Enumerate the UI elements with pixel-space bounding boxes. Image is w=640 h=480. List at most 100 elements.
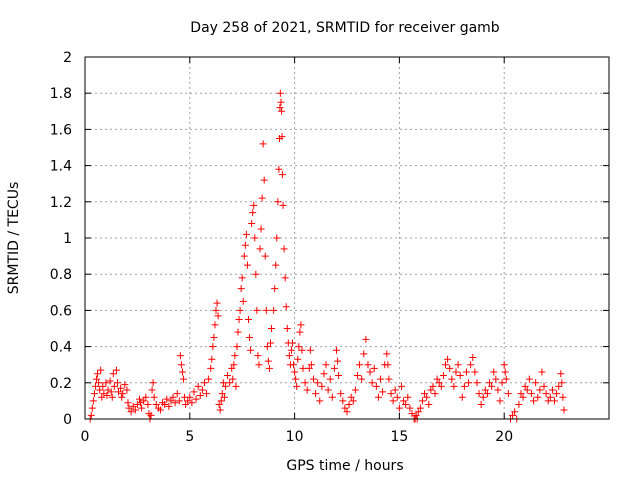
data-point — [106, 377, 114, 385]
data-point — [279, 201, 287, 209]
data-point — [203, 390, 211, 398]
data-point — [341, 404, 349, 412]
data-point — [118, 393, 126, 401]
data-point — [124, 399, 132, 407]
data-point — [519, 393, 527, 401]
data-point — [548, 386, 556, 394]
data-point — [414, 408, 422, 416]
data-point — [542, 390, 550, 398]
data-point — [322, 361, 330, 369]
y-tick-labels: 0 0.2 0.4 0.6 0.8 1 1.2 1.4 1.6 1.8 2 — [50, 50, 72, 428]
data-point — [93, 375, 101, 383]
data-point — [280, 245, 288, 253]
data-point — [504, 390, 512, 398]
data-point — [238, 274, 246, 282]
data-point — [530, 397, 538, 405]
data-point — [265, 364, 273, 372]
data-point — [198, 386, 206, 394]
data-point — [360, 350, 368, 358]
data-point — [276, 89, 284, 97]
data-point — [205, 375, 213, 383]
data-point — [278, 171, 286, 179]
data-point — [362, 335, 370, 343]
data-point — [95, 379, 103, 387]
data-point — [255, 361, 263, 369]
y-tick-label: 1.2 — [50, 195, 72, 211]
data-point — [249, 209, 257, 217]
data-point — [498, 379, 506, 387]
data-point — [356, 361, 364, 369]
data-point — [439, 372, 447, 380]
data-point — [293, 382, 301, 390]
data-point — [553, 390, 561, 398]
data-point — [271, 285, 279, 293]
data-point — [523, 386, 531, 394]
data-point — [150, 393, 158, 401]
data-point — [184, 397, 192, 405]
data-point — [444, 355, 452, 363]
data-point — [282, 303, 290, 311]
data-point — [532, 379, 540, 387]
data-point — [258, 194, 266, 202]
data-point — [395, 404, 403, 412]
data-point — [481, 386, 489, 394]
data-point — [283, 325, 291, 332]
data-point — [135, 395, 143, 403]
data-point — [560, 406, 568, 414]
y-tick-label: 1.4 — [50, 159, 72, 175]
data-point — [137, 399, 145, 407]
data-point — [210, 334, 218, 342]
data-point — [209, 343, 217, 351]
data-point — [494, 386, 502, 394]
data-point — [161, 401, 169, 409]
data-point — [397, 382, 405, 390]
data-point — [477, 401, 485, 409]
data-point — [264, 357, 272, 365]
y-tick-label: 0 — [63, 412, 72, 428]
data-point — [248, 220, 256, 228]
data-point — [557, 370, 565, 378]
data-point — [353, 372, 361, 380]
data-point — [109, 370, 117, 378]
data-point — [244, 315, 252, 323]
data-point — [103, 391, 111, 399]
data-point — [483, 390, 491, 398]
x-tick-label: 0 — [81, 429, 90, 445]
data-point — [254, 352, 262, 360]
data-point — [509, 411, 517, 419]
y-tick-label: 2 — [63, 50, 72, 66]
data-point — [260, 176, 268, 184]
data-point — [479, 393, 487, 401]
data-point — [314, 379, 322, 387]
data-point — [534, 393, 542, 401]
data-point — [229, 375, 237, 383]
data-point — [247, 346, 255, 354]
y-tick-label: 0.4 — [50, 340, 72, 356]
data-point — [91, 382, 99, 390]
data-point — [242, 230, 250, 238]
data-point — [437, 382, 445, 390]
data-point — [127, 408, 135, 416]
data-point — [212, 306, 220, 314]
data-point — [142, 393, 150, 401]
data-point — [211, 321, 219, 329]
y-axis-label: SRMTID / TECUs — [6, 182, 22, 295]
data-point — [450, 382, 458, 390]
data-point — [525, 375, 533, 383]
data-point — [233, 343, 241, 351]
data-point — [96, 386, 104, 394]
data-point — [259, 140, 267, 148]
data-point — [389, 397, 397, 405]
data-point — [230, 361, 238, 369]
data-point — [152, 401, 160, 409]
y-tick-label: 0.2 — [50, 376, 72, 392]
grid-lines — [85, 57, 609, 419]
data-point — [334, 357, 342, 365]
data-point — [368, 379, 376, 387]
data-point — [171, 399, 179, 407]
data-point — [446, 364, 454, 372]
data-point — [501, 368, 509, 376]
data-point — [511, 408, 519, 416]
data-point — [335, 372, 343, 380]
